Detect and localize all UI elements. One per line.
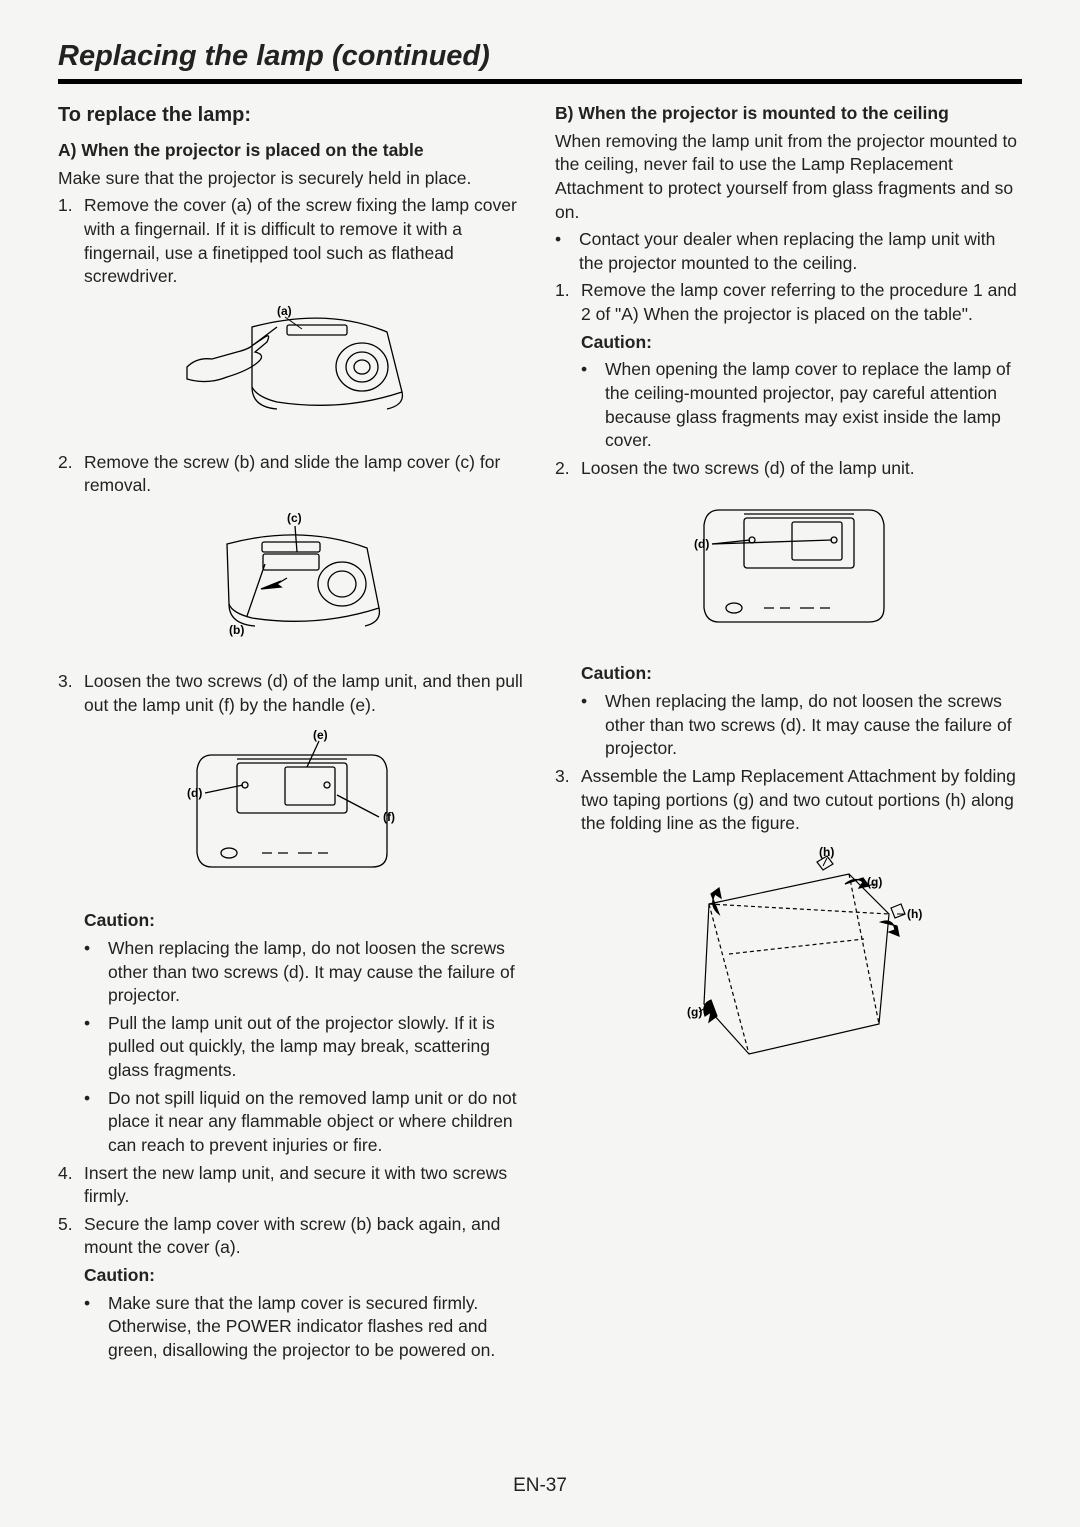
- step-number: 5.: [58, 1213, 84, 1260]
- bullet-item: •When replacing the lamp, do not loosen …: [581, 690, 1022, 761]
- caution-label: Caution:: [84, 1264, 525, 1288]
- bullet-item: •Make sure that the lamp cover is secure…: [84, 1292, 525, 1363]
- bullet-item: •When opening the lamp cover to replace …: [581, 358, 1022, 453]
- step-number: 1.: [555, 279, 581, 326]
- section-heading: To replace the lamp:: [58, 102, 525, 129]
- subsection-b-title: B) When the projector is mounted to the …: [555, 102, 1022, 126]
- step-item: 2. Remove the screw (b) and slide the la…: [58, 451, 525, 498]
- bullet-text: When replacing the lamp, do not loosen t…: [605, 690, 1022, 761]
- bullet-text: Make sure that the lamp cover is secured…: [108, 1292, 525, 1363]
- bullet-item: •Do not spill liquid on the removed lamp…: [84, 1087, 525, 1158]
- bullet-dot: •: [84, 1012, 108, 1083]
- step-text: Assemble the Lamp Replacement Attachment…: [581, 765, 1022, 836]
- intro-text: When removing the lamp unit from the pro…: [555, 130, 1022, 225]
- intro-text: Make sure that the projector is securely…: [58, 167, 525, 191]
- steps-list-a: 3. Loosen the two screws (d) of the lamp…: [58, 670, 525, 717]
- step-item: 5. Secure the lamp cover with screw (b) …: [58, 1213, 525, 1260]
- step-number: 3.: [58, 670, 84, 717]
- figure-5: (h) (h) (g) (g): [555, 844, 1022, 1074]
- step-text: Remove the lamp cover referring to the p…: [581, 279, 1022, 326]
- caution-bullets: •When opening the lamp cover to replace …: [581, 358, 1022, 453]
- step-text: Remove the cover (a) of the screw fixing…: [84, 194, 525, 289]
- bullet-item: •When replacing the lamp, do not loosen …: [84, 937, 525, 1008]
- step-item: 4. Insert the new lamp unit, and secure …: [58, 1162, 525, 1209]
- caution-bullets: •When replacing the lamp, do not loosen …: [581, 690, 1022, 761]
- attachment-fold-icon: (h) (h) (g) (g): [649, 844, 929, 1074]
- figure-label-c: (c): [287, 511, 302, 525]
- bullet-text: Contact your dealer when replacing the l…: [579, 228, 1022, 275]
- caution-label: Caution:: [581, 662, 1022, 686]
- caution-label: Caution:: [84, 909, 525, 933]
- step-text: Loosen the two screws (d) of the lamp un…: [581, 457, 1022, 481]
- figure-label-d: (d): [187, 786, 202, 800]
- figure-label-h: (h): [907, 907, 922, 921]
- step-text: Remove the screw (b) and slide the lamp …: [84, 451, 525, 498]
- page-title: Replacing the lamp (continued): [58, 40, 1022, 73]
- steps-list-a: 1. Remove the cover (a) of the screw fix…: [58, 194, 525, 289]
- left-column: To replace the lamp: A) When the project…: [58, 102, 525, 1367]
- caution-label: Caution:: [581, 331, 1022, 355]
- figure-label-e: (e): [313, 728, 328, 742]
- figure-label-g: (g): [687, 1005, 702, 1019]
- figure-label-d: (d): [694, 537, 709, 551]
- steps-list-b: 1. Remove the lamp cover referring to th…: [555, 279, 1022, 326]
- step-item: 1. Remove the lamp cover referring to th…: [555, 279, 1022, 326]
- bullet-text: Do not spill liquid on the removed lamp …: [108, 1087, 525, 1158]
- caution-bullets: •Make sure that the lamp cover is secure…: [84, 1292, 525, 1363]
- steps-list-b: 3. Assemble the Lamp Replacement Attachm…: [555, 765, 1022, 836]
- right-column: B) When the projector is mounted to the …: [555, 102, 1022, 1367]
- bullet-dot: •: [581, 690, 605, 761]
- step-number: 1.: [58, 194, 84, 289]
- step-text: Loosen the two screws (d) of the lamp un…: [84, 670, 525, 717]
- figure-label-g: (g): [867, 875, 882, 889]
- subsection-a-title: A) When the projector is placed on the t…: [58, 139, 525, 163]
- figure-4: (d): [555, 488, 1022, 648]
- bullet-text: When opening the lamp cover to replace t…: [605, 358, 1022, 453]
- manual-page: Replacing the lamp (continued) To replac…: [0, 0, 1080, 1527]
- steps-list-a: 4. Insert the new lamp unit, and secure …: [58, 1162, 525, 1261]
- pre-bullets: •Contact your dealer when replacing the …: [555, 228, 1022, 275]
- figure-1: (a): [58, 297, 525, 437]
- bullet-dot: •: [84, 1087, 108, 1158]
- page-number: EN-37: [0, 1475, 1080, 1497]
- figure-3: (d) (e) (f): [58, 725, 525, 895]
- steps-list-a: 2. Remove the screw (b) and slide the la…: [58, 451, 525, 498]
- figure-label-a: (a): [277, 304, 292, 318]
- title-rule: [58, 79, 1022, 84]
- step-item: 3. Loosen the two screws (d) of the lamp…: [58, 670, 525, 717]
- projector-top-screws-icon: (d): [664, 488, 914, 648]
- step-text: Insert the new lamp unit, and secure it …: [84, 1162, 525, 1209]
- step-number: 2.: [58, 451, 84, 498]
- step-item: 1. Remove the cover (a) of the screw fix…: [58, 194, 525, 289]
- figure-label-h: (h): [819, 845, 834, 859]
- projector-top-open-icon: (d) (e) (f): [167, 725, 417, 895]
- bullet-dot: •: [555, 228, 579, 275]
- caution-bullets: •When replacing the lamp, do not loosen …: [84, 937, 525, 1158]
- caution-block: Caution: •Make sure that the lamp cover …: [58, 1264, 525, 1363]
- figure-2: (c) (b): [58, 506, 525, 656]
- steps-list-b: 2. Loosen the two screws (d) of the lamp…: [555, 457, 1022, 481]
- projector-cover-icon: (c) (b): [167, 506, 417, 656]
- step-number: 3.: [555, 765, 581, 836]
- bullet-text: When replacing the lamp, do not loosen t…: [108, 937, 525, 1008]
- step-number: 2.: [555, 457, 581, 481]
- bullet-dot: •: [581, 358, 605, 453]
- bullet-dot: •: [84, 1292, 108, 1363]
- bullet-item: •Contact your dealer when replacing the …: [555, 228, 1022, 275]
- step-text: Secure the lamp cover with screw (b) bac…: [84, 1213, 525, 1260]
- projector-with-hand-icon: (a): [157, 297, 427, 437]
- step-item: 3. Assemble the Lamp Replacement Attachm…: [555, 765, 1022, 836]
- step-item: 2. Loosen the two screws (d) of the lamp…: [555, 457, 1022, 481]
- caution-block: Caution: •When replacing the lamp, do no…: [555, 662, 1022, 761]
- bullet-text: Pull the lamp unit out of the projector …: [108, 1012, 525, 1083]
- bullet-item: •Pull the lamp unit out of the projector…: [84, 1012, 525, 1083]
- caution-block: Caution: •When opening the lamp cover to…: [555, 331, 1022, 453]
- bullet-dot: •: [84, 937, 108, 1008]
- caution-block: Caution: •When replacing the lamp, do no…: [58, 909, 525, 1157]
- figure-label-b: (b): [229, 623, 244, 637]
- two-column-layout: To replace the lamp: A) When the project…: [58, 102, 1022, 1367]
- step-number: 4.: [58, 1162, 84, 1209]
- figure-label-f: (f): [383, 810, 395, 824]
